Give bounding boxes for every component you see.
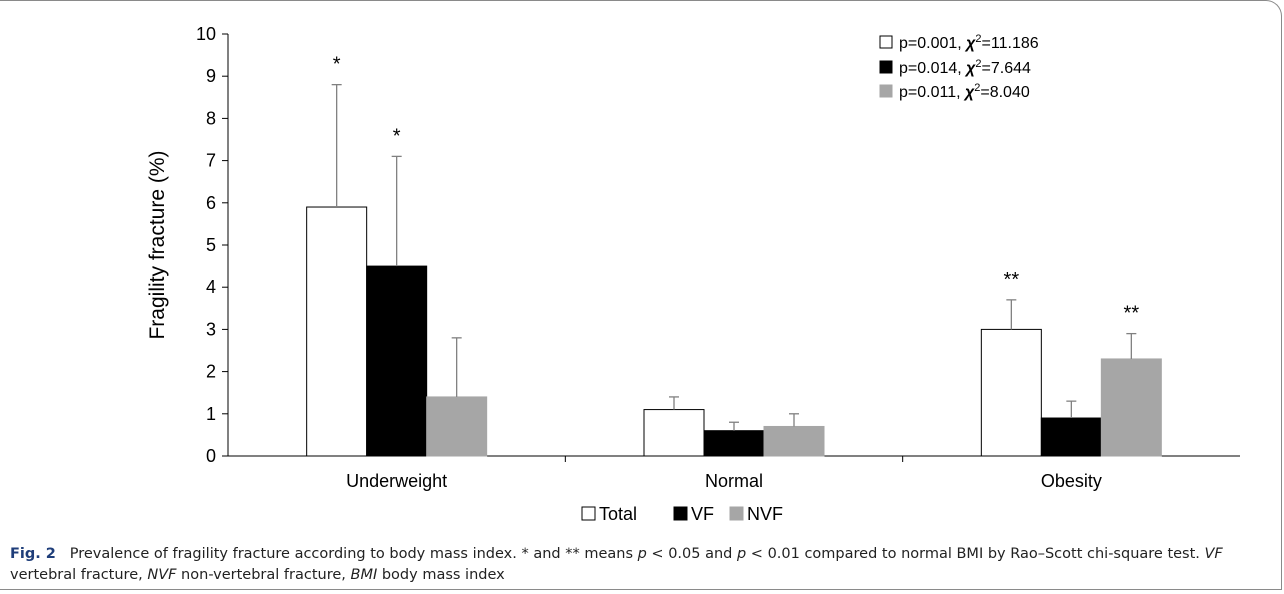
y-tick-label: 6 [206,193,216,213]
bar [703,430,765,457]
bar-chart: 0 1 2 3 4 5 6 7 8 9 10 Fragility fracture (%) Underw… [146,24,1240,524]
bar [643,409,705,457]
stats-legend-swatch [879,84,893,98]
bar [1040,417,1102,457]
legend-label: Total [599,504,637,524]
bar [1100,358,1162,457]
bar [366,265,428,457]
bar [306,206,368,457]
y-tick-label: 7 [206,151,216,171]
y-tick-label: 2 [206,362,216,382]
y-tick-label: 8 [206,108,216,128]
significance-marker: * [393,125,401,147]
stats-legend-text: p=0.011, χ2=8.040 [899,82,1030,101]
legend-label: NVF [747,504,783,524]
stats-legend-text: p=0.001, χ2=11.186 [899,33,1039,52]
y-tick-label: 4 [206,277,216,297]
legend-swatch [729,506,744,521]
y-tick-label: 1 [206,404,216,424]
significance-marker: ** [1004,269,1020,291]
stats-legend-text: p=0.014, χ2=7.644 [899,58,1031,77]
bar [980,328,1042,457]
bar [763,425,825,457]
bar [426,396,488,457]
significance-marker: * [333,54,341,76]
y-axis-label: Fragility fracture (%) [146,150,169,339]
legend-swatch [581,506,596,521]
y-tick-label: 9 [206,66,216,86]
stats-legend-swatch [879,35,893,49]
caption-text: Prevalence of fragility fracture accordi… [10,546,1223,583]
figure-caption: Fig. 2 Prevalence of fragility fracture … [10,544,1270,586]
stats-legend-swatch [879,60,893,74]
legend-swatch [673,506,688,521]
x-tick-label: Obesity [1041,471,1102,491]
y-tick-label: 3 [206,319,216,339]
y-tick-label: 0 [206,446,216,466]
x-tick-label: Underweight [346,471,447,491]
legend-label: VF [691,504,714,524]
y-tick-label: 5 [206,235,216,255]
x-tick-label: Normal [705,471,763,491]
y-tick-label: 10 [196,24,216,44]
caption-label: Fig. 2 [10,546,56,562]
significance-marker: ** [1124,303,1140,325]
